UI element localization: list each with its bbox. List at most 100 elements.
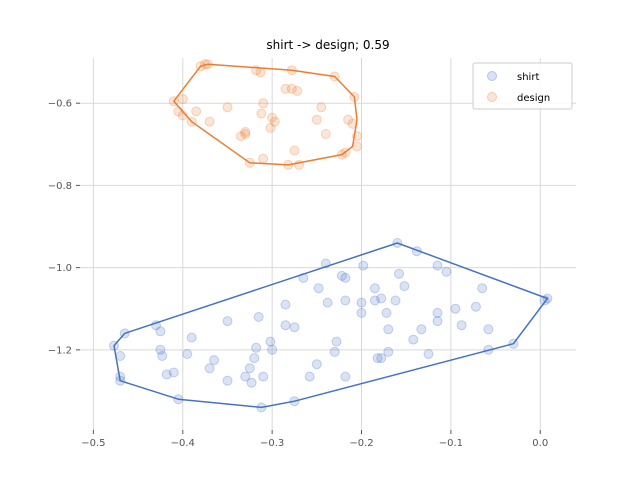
point-design <box>265 122 276 133</box>
legend-marker-shirt <box>487 71 497 81</box>
point-shirt <box>298 272 309 283</box>
point-shirt <box>119 328 130 339</box>
point-shirt <box>155 326 166 337</box>
point-shirt <box>423 349 434 359</box>
point-shirt <box>280 299 291 310</box>
point-design <box>292 85 303 96</box>
point-shirt <box>289 396 300 407</box>
point-design <box>352 141 362 152</box>
point-shirt <box>240 371 251 382</box>
point-design <box>336 149 347 160</box>
point-shirt <box>109 340 119 351</box>
point-shirt <box>450 303 461 314</box>
point-shirt <box>508 338 519 349</box>
point-shirt <box>441 266 452 277</box>
point-shirt <box>267 344 278 355</box>
point-shirt <box>408 334 419 345</box>
legend-marker-design <box>487 92 497 102</box>
point-shirt <box>470 301 481 312</box>
point-design <box>280 83 291 94</box>
point-shirt <box>432 260 443 271</box>
point-shirt <box>340 272 351 283</box>
point-design <box>267 112 278 123</box>
point-shirt <box>383 324 394 335</box>
point-shirt <box>186 332 197 343</box>
point-shirt <box>265 336 276 347</box>
point-shirt <box>246 377 257 388</box>
x-tick-label: −0.2 <box>349 438 373 449</box>
x-tick-label: −0.3 <box>260 438 284 449</box>
point-shirt <box>411 246 422 257</box>
point-design <box>177 94 188 105</box>
point-design <box>349 92 360 102</box>
hull-design <box>173 63 358 166</box>
point-shirt <box>369 295 380 306</box>
point-design <box>286 83 297 94</box>
point-shirt <box>329 346 340 357</box>
point-design <box>191 106 202 117</box>
point-shirt <box>222 316 233 327</box>
point-design <box>222 102 233 113</box>
point-shirt <box>399 281 410 292</box>
point-shirt <box>381 307 392 318</box>
point-design <box>283 159 294 170</box>
point-design <box>286 65 297 76</box>
point-shirt <box>253 312 264 322</box>
point-shirt <box>244 363 255 374</box>
point-design <box>329 71 340 82</box>
point-shirt <box>392 238 403 248</box>
point-shirt <box>369 283 380 294</box>
point-design <box>235 131 246 142</box>
point-shirt <box>340 295 351 306</box>
point-shirt <box>542 293 553 304</box>
point-shirt <box>115 351 126 361</box>
point-shirt <box>383 346 394 357</box>
point-shirt <box>356 297 367 308</box>
point-shirt <box>280 320 291 331</box>
chart-title: shirt -> design; 0.59 <box>266 38 389 52</box>
point-design <box>200 59 211 70</box>
point-shirt <box>313 283 324 294</box>
point-shirt <box>222 375 233 386</box>
point-design <box>347 118 358 129</box>
point-shirt <box>304 371 315 382</box>
point-shirt <box>251 342 262 353</box>
point-shirt <box>155 344 166 355</box>
point-design <box>258 98 269 109</box>
point-design <box>186 116 197 127</box>
point-design <box>195 61 206 72</box>
point-shirt <box>358 260 369 271</box>
point-design <box>240 127 251 137</box>
point-design <box>251 65 262 76</box>
x-tick-label: −0.4 <box>171 438 195 449</box>
point-design <box>202 59 213 70</box>
legend-label-shirt: shirt <box>517 72 539 83</box>
point-design <box>294 159 304 170</box>
legend: shirt design <box>472 62 573 110</box>
point-design <box>177 110 188 121</box>
point-shirt <box>416 324 427 335</box>
point-shirt <box>432 316 443 327</box>
point-design <box>316 102 327 113</box>
y-tick-label: −0.6 <box>48 99 72 110</box>
point-design <box>173 106 184 117</box>
point-shirt <box>249 353 260 364</box>
point-shirt <box>115 371 126 382</box>
point-shirt <box>376 353 387 364</box>
point-shirt <box>322 297 333 308</box>
point-design <box>320 129 331 139</box>
point-shirt <box>289 322 300 333</box>
point-shirt <box>372 353 383 364</box>
legend-box <box>472 62 573 110</box>
point-shirt <box>115 375 126 386</box>
point-shirt <box>151 320 161 331</box>
point-shirt <box>256 402 267 413</box>
point-shirt <box>182 349 193 359</box>
point-design <box>340 147 351 158</box>
point-shirt <box>456 320 467 331</box>
hull-shirt <box>113 242 549 409</box>
point-shirt <box>336 270 347 281</box>
point-design <box>240 129 251 139</box>
point-design <box>289 145 300 156</box>
point-shirt <box>539 295 550 306</box>
